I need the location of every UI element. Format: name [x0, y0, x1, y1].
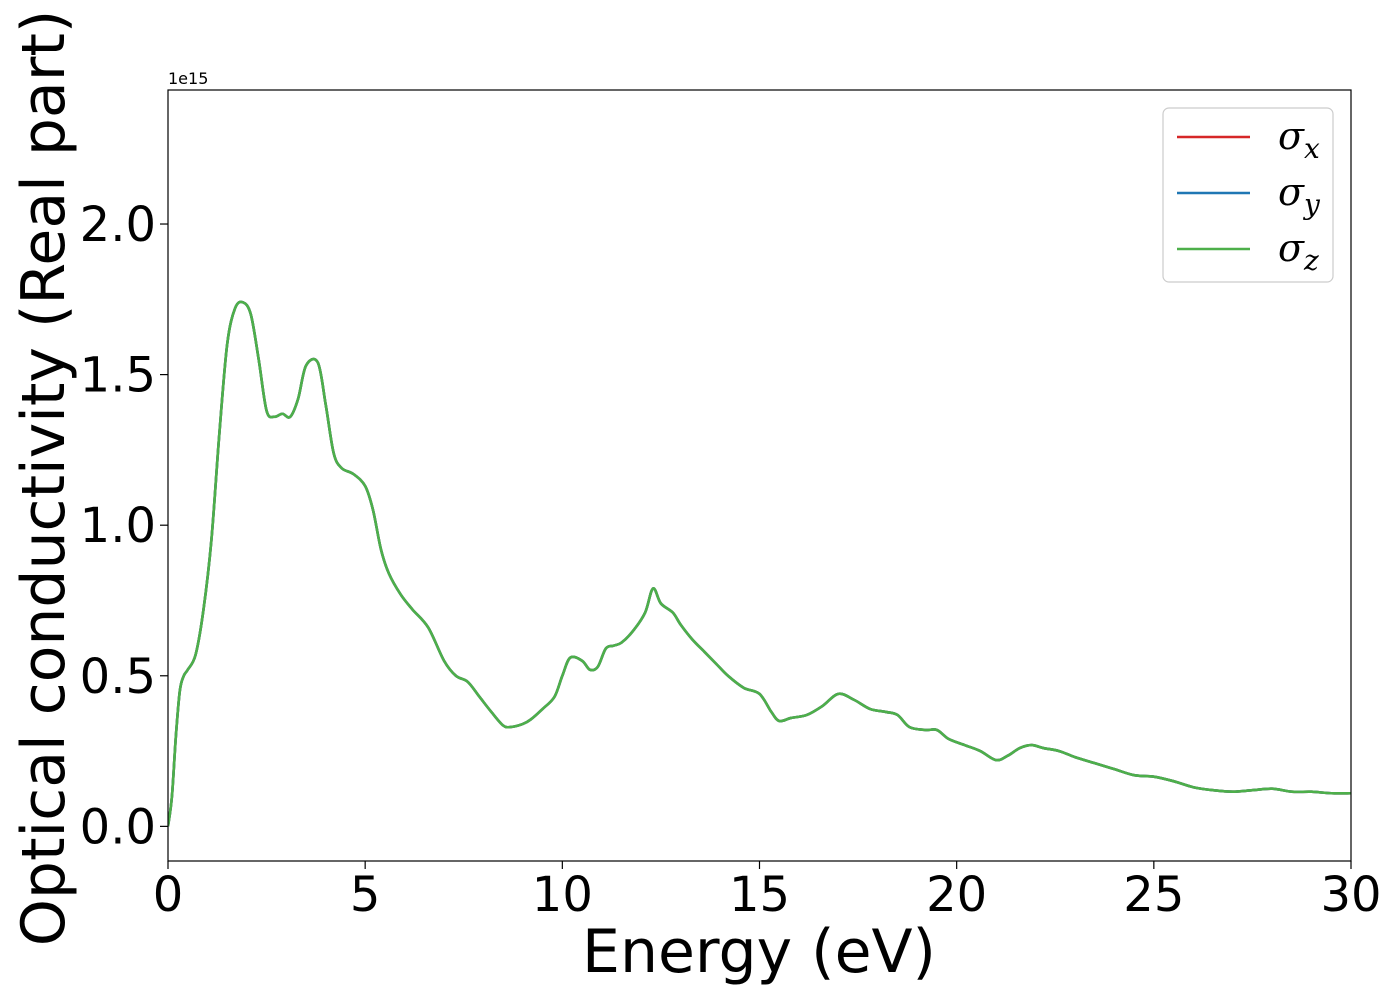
legend-label-x: σx — [1278, 114, 1320, 165]
x-tick-label: 30 — [1320, 867, 1381, 923]
x-tick-label: 5 — [350, 867, 381, 923]
series-layer — [168, 300, 1351, 827]
x-tick-label: 20 — [926, 867, 987, 923]
y-tick-label: 1.5 — [80, 348, 156, 404]
x-tick-label: 15 — [729, 867, 790, 923]
y-offset-label: 1e15 — [168, 69, 208, 88]
y-tick-label: 2.0 — [80, 197, 156, 253]
y-tick-label: 0.0 — [80, 799, 156, 855]
legend-label-y: σy — [1278, 170, 1321, 221]
y-axis-title: Optical conductivity (Real part) — [9, 10, 79, 947]
x-tick-label: 0 — [153, 867, 184, 923]
y-tick-label: 1.0 — [80, 498, 156, 554]
x-axis: 0 5 10 15 20 25 30 — [153, 861, 1382, 923]
x-axis-title: Energy (eV) — [582, 917, 936, 987]
x-tick-label: 25 — [1123, 867, 1184, 923]
legend-label-z: σz — [1278, 226, 1319, 277]
y-tick-label: 0.5 — [80, 649, 156, 705]
y-axis: 0.0 0.5 1.0 1.5 2.0 — [80, 197, 168, 855]
series-line-z — [168, 300, 1351, 827]
legend-box — [1162, 107, 1334, 283]
x-tick-label: 10 — [532, 867, 593, 923]
